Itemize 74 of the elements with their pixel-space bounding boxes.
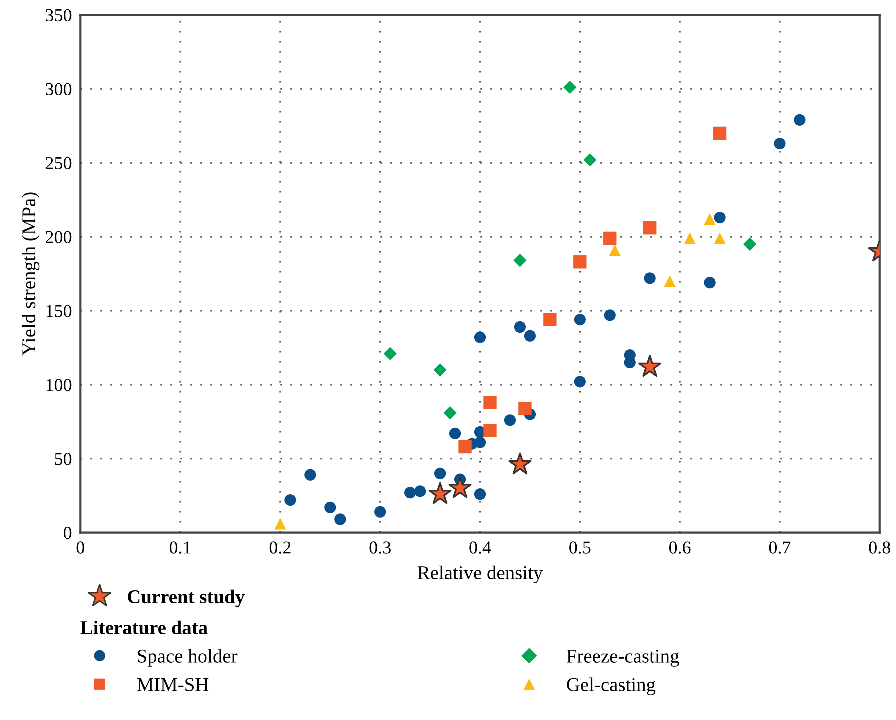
- legend-label: Freeze-casting: [566, 650, 680, 667]
- point: [713, 126, 727, 140]
- point: [664, 276, 676, 288]
- point: [714, 232, 726, 244]
- point: [474, 332, 486, 344]
- y-tick-label: 0: [64, 527, 72, 540]
- y-tick-label: 350: [46, 9, 72, 22]
- point: [714, 212, 726, 224]
- point: [334, 514, 346, 526]
- x-tick-label: 0.5: [570, 542, 591, 554]
- y-tick-label: 300: [46, 83, 72, 96]
- point: [609, 244, 621, 256]
- y-tick-label: 100: [46, 379, 72, 392]
- x-tick-label: 0.3: [370, 542, 391, 554]
- point: [704, 277, 716, 289]
- point: [518, 402, 532, 416]
- point: [448, 476, 472, 498]
- y-tick-label: 150: [46, 305, 72, 318]
- y-axis-title: Yield strength (MPa): [22, 192, 40, 356]
- point: [638, 355, 662, 378]
- point: [484, 424, 497, 438]
- point: [324, 502, 336, 514]
- point: [574, 256, 587, 269]
- legend-label: Current study: [128, 590, 245, 608]
- point: [604, 232, 617, 246]
- point: [474, 488, 486, 500]
- point: [524, 330, 536, 342]
- point: [508, 452, 532, 475]
- point: [304, 469, 316, 481]
- legend-title: Literature data: [80, 620, 208, 635]
- point: [574, 376, 586, 388]
- point: [428, 482, 452, 504]
- legend-label: MIM-SH: [137, 678, 209, 692]
- point: [774, 138, 786, 150]
- x-tick-label: 0.1: [170, 542, 191, 554]
- x-tick-label: 0.4: [470, 542, 492, 554]
- point: [584, 153, 597, 167]
- x-axis-title: Relative density: [418, 566, 544, 584]
- point: [374, 506, 386, 518]
- point: [564, 81, 577, 94]
- point: [449, 428, 462, 440]
- x-tick-label: 0.8: [869, 542, 890, 554]
- y-tick-label: 200: [46, 231, 72, 244]
- point: [458, 440, 472, 454]
- point: [384, 347, 397, 360]
- x-tick-label: 0.6: [669, 542, 691, 554]
- point: [414, 486, 426, 498]
- x-tick-label: 0.2: [270, 542, 291, 554]
- y-tick-label: 250: [46, 157, 72, 170]
- point: [514, 254, 527, 268]
- point: [434, 364, 447, 377]
- point: [274, 518, 286, 530]
- point: [644, 272, 656, 284]
- x-tick-label: 0: [76, 542, 84, 554]
- point: [444, 406, 457, 420]
- point: [794, 114, 806, 126]
- point: [514, 321, 526, 334]
- legend-label: Gel-casting: [567, 678, 656, 696]
- x-tick-label: 0.7: [769, 542, 791, 554]
- point: [544, 313, 557, 326]
- point: [504, 414, 516, 426]
- y-tick-label: 50: [55, 453, 72, 466]
- point: [484, 396, 497, 410]
- point: [604, 310, 616, 322]
- legend-label: Space holder: [138, 649, 238, 667]
- point: [644, 222, 657, 235]
- point: [574, 314, 586, 326]
- point: [434, 468, 446, 480]
- point: [284, 494, 296, 506]
- point: [684, 232, 696, 244]
- point: [704, 213, 716, 226]
- point: [474, 436, 486, 448]
- point: [743, 238, 757, 251]
- point: [404, 487, 416, 499]
